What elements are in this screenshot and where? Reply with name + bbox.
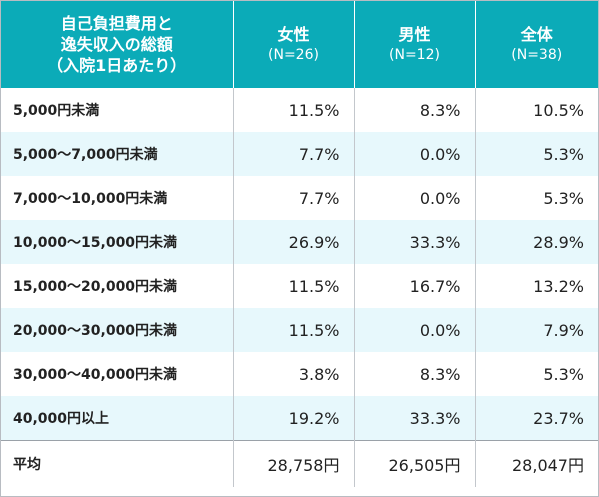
female-value: 7.7% bbox=[232, 132, 354, 176]
average-female-value: 28,758円 bbox=[232, 440, 354, 487]
table-row: 40,000円以上 19.2% 33.3% 23.7% bbox=[1, 396, 598, 441]
table-row: 15,000～20,000円未満 11.5% 16.7% 13.2% bbox=[1, 264, 598, 308]
cost-table: 自己負担費用と 逸失収入の総額 （入院1日あたり） 女性 (N=26) 男性 (… bbox=[1, 1, 598, 487]
header-male: 男性 (N=12) bbox=[353, 1, 475, 88]
total-value: 10.5% bbox=[474, 88, 598, 132]
header-female: 女性 (N=26) bbox=[232, 1, 354, 88]
header-label-line: 自己負担費用と bbox=[60, 14, 173, 33]
male-value: 8.3% bbox=[353, 88, 475, 132]
average-male-value: 26,505円 bbox=[353, 440, 475, 487]
male-value: 8.3% bbox=[353, 352, 475, 396]
table-row: 10,000～15,000円未満 26.9% 33.3% 28.9% bbox=[1, 220, 598, 264]
total-value: 7.9% bbox=[474, 308, 598, 352]
table-row: 7,000～10,000円未満 7.7% 0.0% 5.3% bbox=[1, 176, 598, 220]
male-value: 33.3% bbox=[353, 220, 475, 264]
row-label: 5,000円未満 bbox=[1, 88, 233, 132]
total-value: 5.3% bbox=[474, 352, 598, 396]
table-row: 5,000円未満 11.5% 8.3% 10.5% bbox=[1, 88, 598, 132]
female-value: 26.9% bbox=[232, 220, 354, 264]
header-female-name: 女性 bbox=[277, 24, 310, 44]
row-label: 15,000～20,000円未満 bbox=[1, 264, 233, 308]
header-label-line: 逸失収入の総額 bbox=[60, 35, 173, 54]
female-value: 11.5% bbox=[232, 264, 354, 308]
female-value: 3.8% bbox=[232, 352, 354, 396]
average-label: 平均 bbox=[1, 440, 233, 487]
row-label: 5,000～7,000円未満 bbox=[1, 132, 233, 176]
average-total-value: 28,047円 bbox=[474, 440, 598, 487]
male-value: 0.0% bbox=[353, 132, 475, 176]
male-value: 0.0% bbox=[353, 308, 475, 352]
header-row: 自己負担費用と 逸失収入の総額 （入院1日あたり） 女性 (N=26) 男性 (… bbox=[1, 1, 598, 88]
total-value: 5.3% bbox=[474, 176, 598, 220]
total-value: 13.2% bbox=[474, 264, 598, 308]
table-row: 30,000～40,000円未満 3.8% 8.3% 5.3% bbox=[1, 352, 598, 396]
total-value: 28.9% bbox=[474, 220, 598, 264]
male-value: 33.3% bbox=[353, 396, 475, 441]
female-value: 7.7% bbox=[232, 176, 354, 220]
row-label: 40,000円以上 bbox=[1, 396, 233, 441]
female-value: 11.5% bbox=[232, 308, 354, 352]
header-female-n: (N=26) bbox=[268, 46, 319, 63]
header-total: 全体 (N=38) bbox=[474, 1, 598, 88]
header-label-line: （入院1日あたり） bbox=[47, 56, 187, 75]
row-label: 30,000～40,000円未満 bbox=[1, 352, 233, 396]
header-male-n: (N=12) bbox=[389, 46, 440, 63]
female-value: 11.5% bbox=[232, 88, 354, 132]
header-male-name: 男性 bbox=[398, 24, 431, 44]
header-total-name: 全体 bbox=[520, 24, 553, 44]
total-value: 23.7% bbox=[474, 396, 598, 441]
male-value: 16.7% bbox=[353, 264, 475, 308]
header-label-cell: 自己負担費用と 逸失収入の総額 （入院1日あたり） bbox=[1, 1, 233, 88]
header-total-n: (N=38) bbox=[511, 46, 563, 63]
row-label: 10,000～15,000円未満 bbox=[1, 220, 233, 264]
row-label: 7,000～10,000円未満 bbox=[1, 176, 233, 220]
table-row: 5,000～7,000円未満 7.7% 0.0% 5.3% bbox=[1, 132, 598, 176]
female-value: 19.2% bbox=[232, 396, 354, 441]
table-row: 20,000～30,000円未満 11.5% 0.0% 7.9% bbox=[1, 308, 598, 352]
male-value: 0.0% bbox=[353, 176, 475, 220]
row-label: 20,000～30,000円未満 bbox=[1, 308, 233, 352]
average-row: 平均 28,758円 26,505円 28,047円 bbox=[1, 440, 598, 487]
total-value: 5.3% bbox=[474, 132, 598, 176]
